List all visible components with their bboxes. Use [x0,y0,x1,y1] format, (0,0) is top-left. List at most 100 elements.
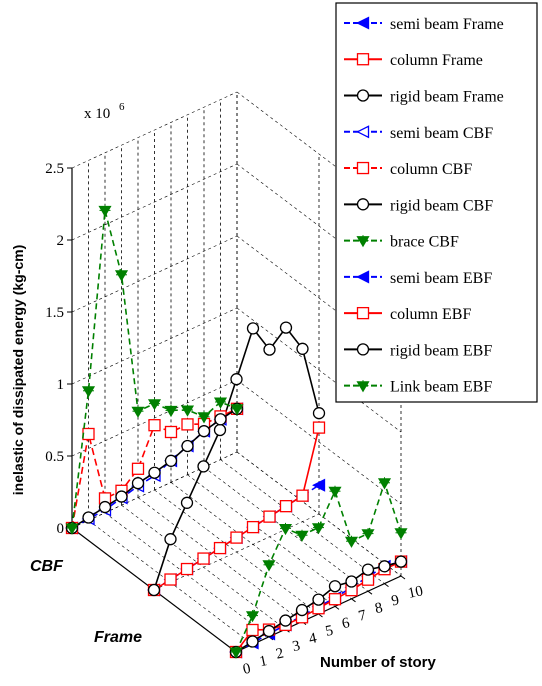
z-tick-label: 0.5 [45,449,64,465]
z-tick-label: 0 [57,521,65,537]
data-point [279,614,292,627]
grid-line [71,307,238,385]
data-point [213,396,228,409]
legend-entry: column EBF [344,306,471,323]
data-point [356,198,370,211]
series-layer [65,204,408,659]
data-point [230,373,243,386]
grid-line [71,451,238,529]
data-point [295,603,309,617]
data-point [131,477,145,490]
series-rigid-beam-ebf [229,555,408,659]
legend-entry: semi beam Frame [344,16,504,33]
data-point [296,489,309,502]
data-point [328,580,342,593]
data-point [394,527,408,540]
x-tick-label: 2 [275,646,286,663]
data-point [230,531,243,544]
data-point [180,404,195,417]
data-point [180,496,194,509]
legend-label: semi beam CBF [390,125,493,142]
data-point [278,522,293,536]
legend-entry: semi beam EBF [344,270,492,287]
data-point [356,53,370,66]
data-point [356,16,370,30]
data-point [361,573,375,586]
legend-entry: brace CBF [344,234,459,251]
data-point [344,535,359,548]
x-tick-label: 1 [258,653,269,670]
x-tick [400,575,406,580]
data-point [312,421,326,434]
x-tick-label: 8 [374,600,385,617]
data-point [82,511,95,524]
data-point [213,423,227,437]
data-point [98,500,112,514]
data-point [197,552,210,565]
grid-line [71,163,238,241]
data-point [245,610,260,623]
x-tick-label: 4 [308,630,319,647]
data-point [180,562,194,576]
x-tick [351,598,356,603]
data-point [181,439,194,453]
data-point [279,321,293,334]
legend-entry: column CBF [344,161,472,178]
data-point [356,270,370,284]
x-tick-label: 0 [242,661,253,678]
series-line [235,480,402,653]
data-point [263,343,276,356]
data-point [356,125,370,139]
x-axis-label: Number of story [320,654,437,671]
grid-line [236,91,402,217]
legend-label: column EBF [390,306,471,323]
x-tick-label: 6 [341,615,352,632]
legend-label: brace CBF [390,234,459,251]
series-brace-cbf [65,204,244,535]
legend-label: column CBF [390,161,472,178]
series-line [153,326,320,591]
legend-entry: column Frame [344,52,483,69]
data-point [148,419,161,432]
data-point [279,500,293,513]
data-point [312,407,326,420]
data-point [147,583,161,597]
series-rigid-beam-frame [147,321,326,597]
data-point [345,575,358,588]
data-point [82,427,95,441]
x-tick-label: 9 [390,592,401,609]
data-point [356,89,370,102]
x-tick [318,613,323,618]
data-point [246,322,260,335]
data-point [229,646,243,659]
legend-entry: rigid beam CBF [344,197,493,214]
data-point [263,510,276,523]
data-point [262,624,276,638]
y-axis-label: inelastic of dissipated energy (kg-cm) [10,245,26,496]
x-tick-label: 10 [407,583,425,602]
data-point [361,563,375,576]
z-tick-label: 2.5 [45,161,64,177]
data-point [328,485,342,498]
data-point [246,623,259,637]
legend-entry: Link beam EBF [344,379,492,396]
data-point [148,466,161,479]
data-point [213,541,227,555]
data-point [361,528,375,541]
grid-line [153,513,320,591]
data-point [131,405,145,418]
z-multiplier-exponent: 6 [119,101,125,113]
legend-label: rigid beam CBF [390,197,493,214]
data-point [356,161,370,175]
data-point [81,385,96,398]
data-point [377,477,392,490]
data-point [378,560,391,573]
legend-box [335,2,538,403]
data-point [356,235,370,248]
depth-label: CBF [30,558,64,575]
data-point [262,559,276,572]
legend-label: rigid beam Frame [390,88,504,105]
data-point [295,529,309,542]
data-point [197,460,210,473]
